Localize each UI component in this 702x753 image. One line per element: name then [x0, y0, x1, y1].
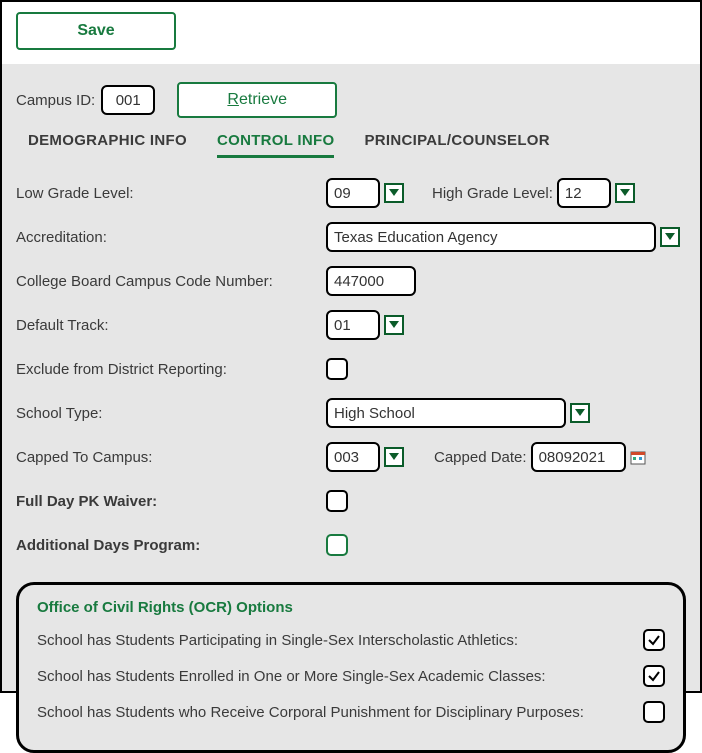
capped-campus-dropdown-icon[interactable]	[384, 447, 404, 467]
additional-days-checkbox[interactable]	[326, 534, 348, 556]
low-grade-label: Low Grade Level:	[16, 185, 326, 202]
row-exclude: Exclude from District Reporting:	[16, 352, 686, 386]
low-grade-dropdown-icon[interactable]	[384, 183, 404, 203]
row-accreditation: Accreditation:	[16, 220, 686, 254]
exclude-checkbox[interactable]	[326, 358, 348, 380]
ocr-classes-checkbox[interactable]	[643, 665, 665, 687]
cb-code-input[interactable]	[326, 266, 416, 296]
campus-id-label: Campus ID:	[16, 92, 95, 109]
low-grade-select	[326, 178, 404, 208]
ocr-athletics-checkbox[interactable]	[643, 629, 665, 651]
tab-bar: DEMOGRAPHIC INFO CONTROL INFO PRINCIPAL/…	[28, 132, 686, 158]
capped-campus-label: Capped To Campus:	[16, 449, 326, 466]
tab-principal-counselor[interactable]: PRINCIPAL/COUNSELOR	[364, 132, 549, 158]
school-type-select	[326, 398, 590, 428]
tab-control-info[interactable]: CONTROL INFO	[217, 132, 334, 158]
school-type-input[interactable]	[326, 398, 566, 428]
school-type-label: School Type:	[16, 405, 326, 422]
row-capped: Capped To Campus: Capped Date:	[16, 440, 686, 474]
pk-waiver-checkbox[interactable]	[326, 490, 348, 512]
default-track-select	[326, 310, 404, 340]
capped-date-label: Capped Date:	[434, 449, 527, 466]
campus-id-row: Campus ID: Retrieve	[16, 82, 686, 118]
low-grade-input[interactable]	[326, 178, 380, 208]
retrieve-button[interactable]: Retrieve	[177, 82, 337, 118]
row-default-track: Default Track:	[16, 308, 686, 342]
capped-date-input[interactable]	[531, 442, 626, 472]
row-school-type: School Type:	[16, 396, 686, 430]
ocr-classes-label: School has Students Enrolled in One or M…	[37, 668, 643, 685]
tab-demographic-info[interactable]: DEMOGRAPHIC INFO	[28, 132, 187, 158]
high-grade-label: High Grade Level:	[432, 185, 553, 202]
pk-waiver-label: Full Day PK Waiver:	[16, 493, 326, 510]
capped-campus-select	[326, 442, 404, 472]
default-track-dropdown-icon[interactable]	[384, 315, 404, 335]
ocr-title: Office of Civil Rights (OCR) Options	[37, 599, 665, 616]
school-type-dropdown-icon[interactable]	[570, 403, 590, 423]
ocr-row-classes: School has Students Enrolled in One or M…	[37, 662, 665, 690]
calendar-icon[interactable]	[630, 449, 646, 465]
ocr-corporal-checkbox[interactable]	[643, 701, 665, 723]
capped-campus-input[interactable]	[326, 442, 380, 472]
row-cb-code: College Board Campus Code Number:	[16, 264, 686, 298]
retrieve-rest: etrieve	[239, 91, 287, 108]
ocr-athletics-label: School has Students Participating in Sin…	[37, 632, 643, 649]
high-grade-select	[557, 178, 635, 208]
ocr-options-box: Office of Civil Rights (OCR) Options Sch…	[16, 582, 686, 753]
high-grade-input[interactable]	[557, 178, 611, 208]
row-grade-level: Low Grade Level: High Grade Level:	[16, 176, 686, 210]
toolbar: Save	[2, 2, 700, 64]
save-button[interactable]: Save	[16, 12, 176, 50]
additional-days-label: Additional Days Program:	[16, 537, 326, 554]
row-pk-waiver: Full Day PK Waiver:	[16, 484, 686, 518]
ocr-row-athletics: School has Students Participating in Sin…	[37, 626, 665, 654]
cb-code-label: College Board Campus Code Number:	[16, 273, 326, 290]
accreditation-dropdown-icon[interactable]	[660, 227, 680, 247]
campus-id-input[interactable]	[101, 85, 155, 115]
row-additional-days: Additional Days Program:	[16, 528, 686, 562]
high-grade-dropdown-icon[interactable]	[615, 183, 635, 203]
default-track-input[interactable]	[326, 310, 380, 340]
window: Save Campus ID: Retrieve DEMOGRAPHIC INF…	[0, 0, 702, 693]
accreditation-select	[326, 222, 680, 252]
accreditation-label: Accreditation:	[16, 229, 326, 246]
content-panel: Campus ID: Retrieve DEMOGRAPHIC INFO CON…	[2, 64, 700, 691]
accreditation-input[interactable]	[326, 222, 656, 252]
ocr-corporal-label: School has Students who Receive Corporal…	[37, 704, 643, 721]
retrieve-underline: R	[227, 91, 239, 108]
exclude-label: Exclude from District Reporting:	[16, 361, 326, 378]
default-track-label: Default Track:	[16, 317, 326, 334]
ocr-row-corporal: School has Students who Receive Corporal…	[37, 698, 665, 726]
